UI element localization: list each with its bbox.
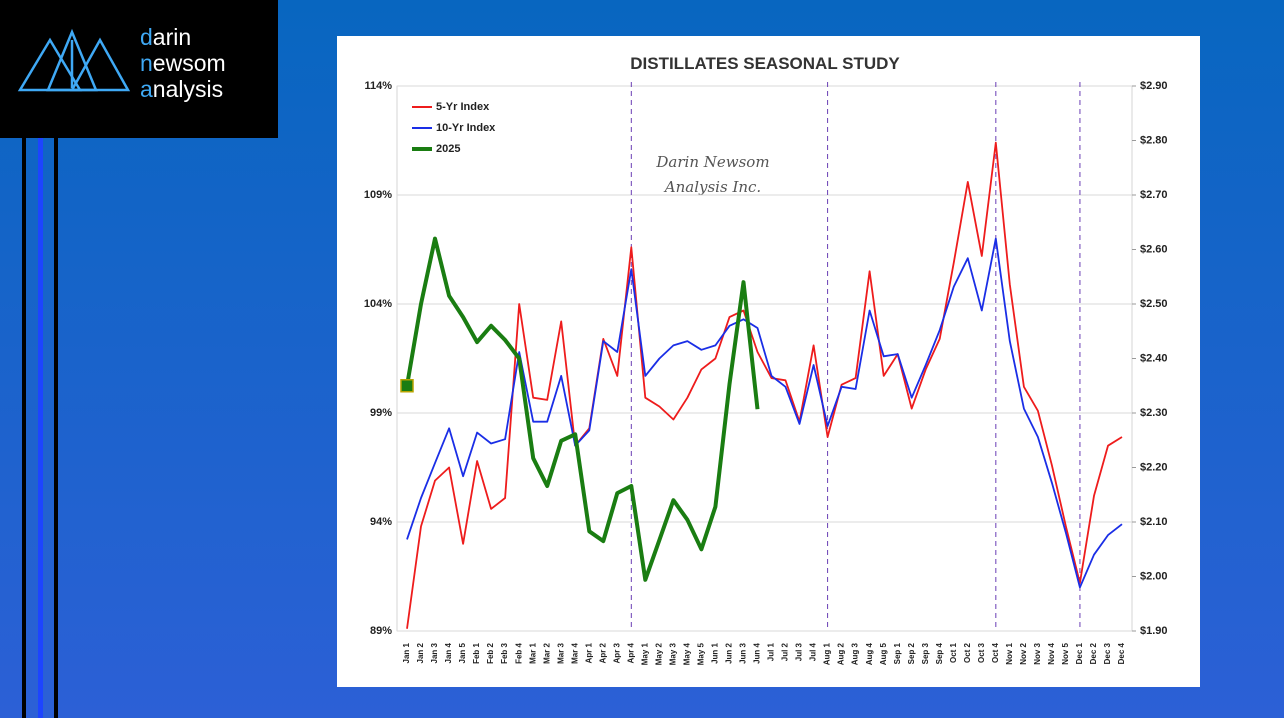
x-tick-label: Mar 3 bbox=[556, 642, 565, 663]
y-tick-label: 104% bbox=[364, 298, 392, 310]
x-tick-label: Dec 1 bbox=[1075, 642, 1084, 664]
logo: darin newsom analysis bbox=[0, 0, 278, 138]
y2-tick-label: $2.90 bbox=[1140, 80, 1168, 92]
y2-tick-label: $1.90 bbox=[1140, 625, 1168, 637]
watermark: Darin Newsom bbox=[655, 153, 769, 171]
x-tick-label: Jan 4 bbox=[444, 642, 453, 663]
x-tick-label: Dec 3 bbox=[1103, 642, 1112, 664]
x-tick-label: Oct 3 bbox=[977, 642, 986, 663]
x-tick-label: Aug 3 bbox=[851, 642, 860, 665]
y2-tick-label: $2.30 bbox=[1140, 407, 1168, 419]
x-tick-label: Jul 1 bbox=[767, 642, 776, 661]
x-tick-label: May 5 bbox=[697, 642, 706, 665]
y2-tick-label: $2.70 bbox=[1140, 189, 1168, 201]
chart-card: DISTILLATES SEASONAL STUDY Darin Newsom … bbox=[337, 36, 1200, 687]
x-tick-label: Mar 1 bbox=[528, 642, 537, 663]
y-tick-label: 89% bbox=[370, 625, 392, 637]
x-tick-label: Nov 3 bbox=[1033, 642, 1042, 664]
y2-tick-label: $2.80 bbox=[1140, 134, 1168, 146]
x-tick-label: Jan 1 bbox=[402, 642, 411, 663]
logo-line: newsom bbox=[140, 50, 226, 76]
x-tick-label: Oct 2 bbox=[963, 642, 972, 663]
x-tick-label: Feb 1 bbox=[472, 642, 481, 663]
y-tick-label: 99% bbox=[370, 407, 392, 419]
x-tick-label: Jun 4 bbox=[753, 642, 762, 663]
x-tick-label: Mar 2 bbox=[542, 642, 551, 663]
x-tick-label: Sep 4 bbox=[935, 642, 944, 664]
x-tick-label: Sep 1 bbox=[893, 642, 902, 664]
x-tick-label: Oct 4 bbox=[991, 642, 1000, 663]
y2-tick-label: $2.10 bbox=[1140, 516, 1168, 528]
logo-text: darin newsom analysis bbox=[140, 24, 226, 102]
x-tick-label: Oct 1 bbox=[949, 642, 958, 663]
x-tick-label: Sep 3 bbox=[921, 642, 930, 664]
x-tick-label: Apr 2 bbox=[598, 642, 607, 663]
x-tick-label: Jan 5 bbox=[458, 642, 467, 663]
x-tick-label: May 1 bbox=[640, 642, 649, 665]
x-tick-label: Nov 2 bbox=[1019, 642, 1028, 664]
chart: DISTILLATES SEASONAL STUDY Darin Newsom … bbox=[364, 54, 1168, 665]
x-tick-label: Aug 1 bbox=[823, 642, 832, 665]
x-tick-label: May 2 bbox=[654, 642, 663, 665]
x-tick-label: May 3 bbox=[668, 642, 677, 665]
y2-tick-label: $2.50 bbox=[1140, 298, 1168, 310]
legend-label: 10-Yr Index bbox=[436, 122, 496, 134]
x-tick-label: Dec 2 bbox=[1089, 642, 1098, 664]
x-tick-label: Nov 5 bbox=[1061, 642, 1070, 664]
x-tick-label: Feb 3 bbox=[500, 642, 509, 663]
x-tick-label: Apr 4 bbox=[626, 642, 635, 663]
x-tick-label: Jun 1 bbox=[711, 642, 720, 663]
x-tick-label: Jul 4 bbox=[809, 642, 818, 661]
y2-tick-label: $2.20 bbox=[1140, 461, 1168, 473]
x-tick-label: Jun 3 bbox=[739, 642, 748, 663]
logo-line: analysis bbox=[140, 76, 224, 102]
y-tick-label: 109% bbox=[364, 189, 392, 201]
stripe bbox=[54, 138, 58, 718]
series-line bbox=[406, 237, 1123, 589]
stripe bbox=[38, 138, 43, 718]
y2-tick-label: $2.00 bbox=[1140, 570, 1168, 582]
x-tick-label: May 4 bbox=[683, 642, 692, 665]
x-tick-label: Jul 2 bbox=[781, 642, 790, 661]
x-tick-label: Nov 4 bbox=[1047, 642, 1056, 664]
x-tick-label: Jul 3 bbox=[795, 642, 804, 661]
x-tick-label: Aug 4 bbox=[865, 642, 874, 665]
y2-tick-label: $2.60 bbox=[1140, 243, 1168, 255]
x-tick-label: Jan 3 bbox=[430, 642, 439, 663]
x-tick-label: Dec 4 bbox=[1117, 642, 1126, 664]
x-tick-label: Feb 4 bbox=[514, 642, 523, 663]
legend-label: 5-Yr Index bbox=[436, 101, 490, 113]
x-tick-label: Sep 2 bbox=[907, 642, 916, 664]
chart-title: DISTILLATES SEASONAL STUDY bbox=[630, 54, 900, 73]
series-line bbox=[405, 236, 760, 582]
x-tick-label: Mar 4 bbox=[570, 642, 579, 663]
legend-label: 2025 bbox=[436, 143, 460, 155]
logo-mark bbox=[17, 28, 131, 92]
x-tick-label: Feb 2 bbox=[486, 642, 495, 663]
x-tick-label: Jan 2 bbox=[416, 642, 425, 663]
stripe bbox=[22, 138, 26, 718]
watermark: Analysis Inc. bbox=[663, 178, 761, 196]
x-tick-label: Jun 2 bbox=[725, 642, 734, 663]
y-tick-label: 114% bbox=[364, 80, 392, 92]
y2-tick-label: $2.40 bbox=[1140, 352, 1168, 364]
x-tick-label: Aug 2 bbox=[837, 642, 846, 665]
logo-line: darin bbox=[140, 24, 192, 50]
start-marker bbox=[400, 379, 414, 393]
series-line bbox=[406, 141, 1123, 629]
y-tick-label: 94% bbox=[370, 516, 392, 528]
x-tick-label: Aug 5 bbox=[879, 642, 888, 665]
x-tick-label: Apr 1 bbox=[584, 642, 593, 663]
x-tick-label: Nov 1 bbox=[1005, 642, 1014, 664]
x-tick-label: Apr 3 bbox=[612, 642, 621, 663]
